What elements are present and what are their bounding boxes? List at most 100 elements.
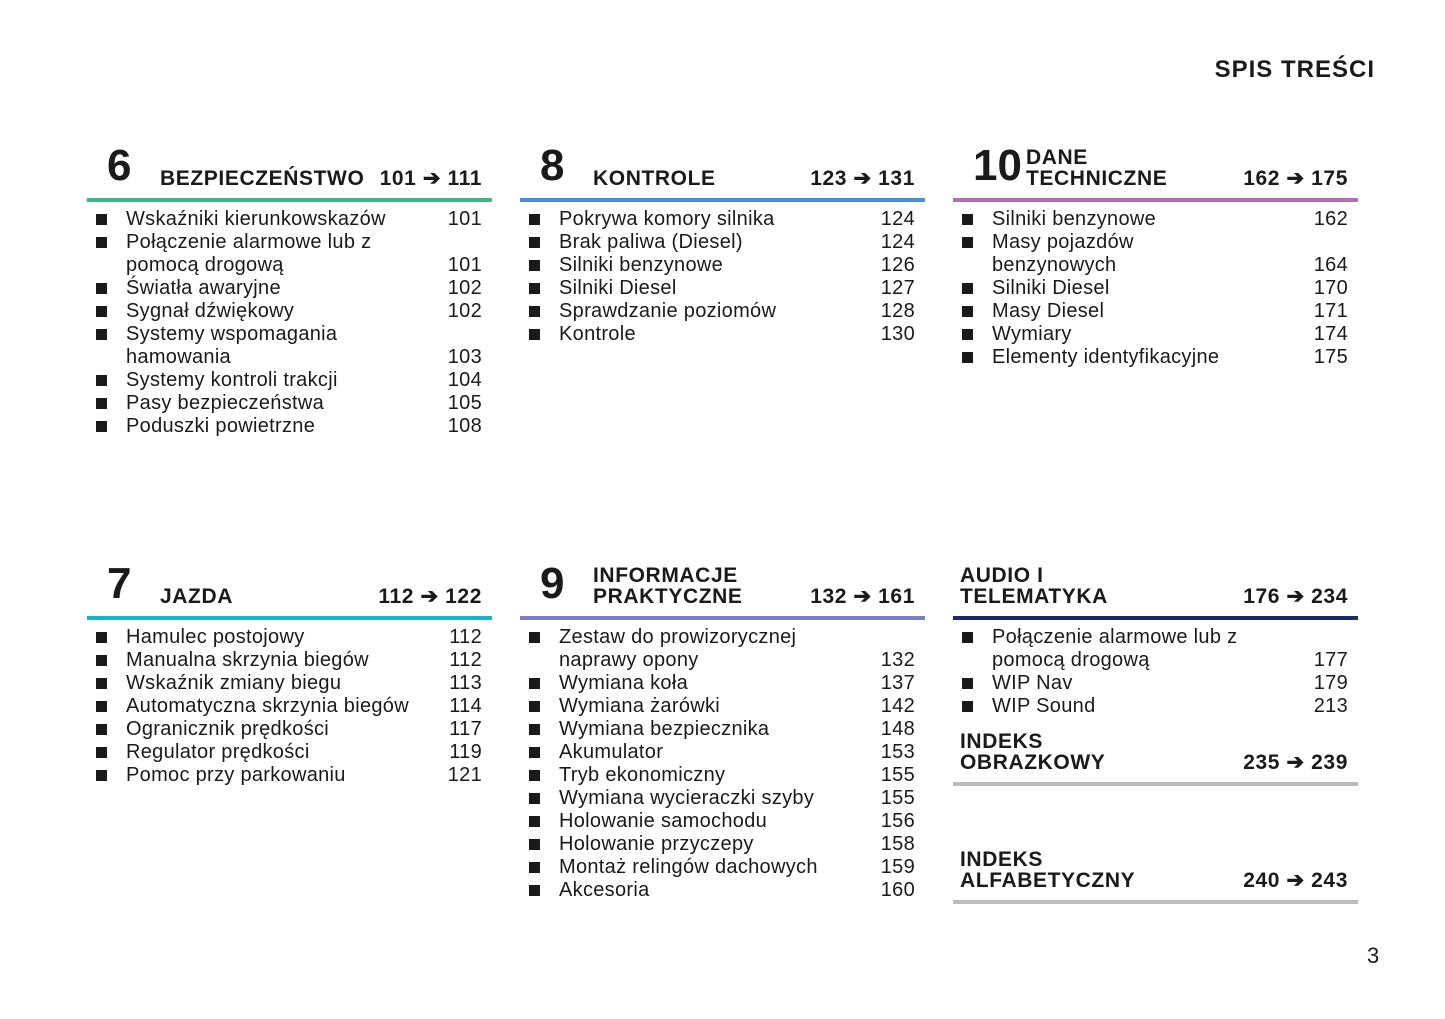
item-page[interactable]: 159 <box>880 856 915 878</box>
section-title[interactable]: INDEKS OBRAZKOWY <box>960 730 1106 774</box>
item-title[interactable]: Montaż relingów dachowych <box>559 856 818 878</box>
item-title[interactable]: Wymiana koła <box>559 672 689 694</box>
list-item[interactable]: Pokrywa komory silnika 124 <box>520 208 925 231</box>
section-page-range[interactable]: 240 ➔ 243 <box>1243 869 1348 892</box>
section-title[interactable]: BEZPIECZEŃSTWO <box>160 167 365 190</box>
list-item[interactable]: Systemy wspomagania hamowania 103 <box>87 323 492 369</box>
section-page-range[interactable]: 101 ➔ 111 <box>379 167 482 190</box>
item-page[interactable]: 128 <box>880 300 915 322</box>
item-page[interactable]: 155 <box>880 764 915 786</box>
item-title[interactable]: Wskaźniki kierunkowskazów <box>126 208 386 230</box>
item-page[interactable]: 160 <box>880 879 915 901</box>
item-title[interactable]: Manualna skrzynia biegów <box>126 649 369 671</box>
item-page[interactable]: 164 <box>1313 254 1348 276</box>
item-title[interactable]: Automatyczna skrzynia biegów <box>126 695 409 717</box>
list-item[interactable]: Elementy identyfikacyjne 175 <box>953 346 1358 369</box>
item-page[interactable]: 101 <box>447 208 482 230</box>
item-page[interactable]: 132 <box>880 649 915 671</box>
item-title[interactable]: Wymiana żarówki <box>559 695 721 717</box>
item-page[interactable]: 112 <box>449 649 482 671</box>
section-title[interactable]: INDEKS ALFABETYCZNY <box>960 848 1136 892</box>
item-page[interactable]: 177 <box>1313 649 1348 671</box>
item-title[interactable]: Połączenie alarmowe lub z pomocą drogową <box>126 231 372 276</box>
list-item[interactable]: Automatyczna skrzynia biegów 114 <box>87 695 492 718</box>
list-item[interactable]: Wymiana wycieraczki szyby 155 <box>520 787 925 810</box>
item-title[interactable]: Holowanie przyczepy <box>559 833 754 855</box>
list-item[interactable]: Akumulator 153 <box>520 741 925 764</box>
item-page[interactable]: 153 <box>880 741 915 763</box>
section-title[interactable]: DANE TECHNICZNE <box>1026 146 1168 190</box>
list-item[interactable]: Pomoc przy parkowaniu 121 <box>87 764 492 787</box>
item-title[interactable]: Pokrywa komory silnika <box>559 208 775 230</box>
item-title[interactable]: WIP Sound <box>992 695 1096 717</box>
section-page-range[interactable]: 112 ➔ 122 <box>378 585 482 608</box>
item-page[interactable]: 126 <box>880 254 915 276</box>
item-page[interactable]: 127 <box>880 277 915 299</box>
list-item[interactable]: WIP Nav 179 <box>953 672 1358 695</box>
list-item[interactable]: Wymiana bezpiecznika 148 <box>520 718 925 741</box>
item-title[interactable]: Systemy wspomagania hamowania <box>126 323 338 368</box>
item-page[interactable]: 124 <box>880 231 915 253</box>
item-page[interactable]: 148 <box>880 718 915 740</box>
section-title[interactable]: JAZDA <box>160 585 234 608</box>
item-title[interactable]: Silniki Diesel <box>559 277 677 299</box>
item-page[interactable]: 103 <box>447 346 482 368</box>
item-page[interactable]: 102 <box>447 277 482 299</box>
item-title[interactable]: Wymiary <box>992 323 1072 345</box>
item-title[interactable]: Ogranicznik prędkości <box>126 718 330 740</box>
item-title[interactable]: Połączenie alarmowe lub z pomocą drogową <box>992 626 1238 671</box>
list-item[interactable]: Silniki benzynowe 126 <box>520 254 925 277</box>
item-page[interactable]: 174 <box>1313 323 1348 345</box>
list-item[interactable]: Brak paliwa (Diesel) 124 <box>520 231 925 254</box>
list-item[interactable]: Poduszki powietrzne 108 <box>87 415 492 438</box>
list-item[interactable]: Holowanie przyczepy 158 <box>520 833 925 856</box>
item-page[interactable]: 170 <box>1313 277 1348 299</box>
list-item[interactable]: Wymiana żarówki 142 <box>520 695 925 718</box>
list-item[interactable]: Regulator prędkości 119 <box>87 741 492 764</box>
item-title[interactable]: Wymiana bezpiecznika <box>559 718 770 740</box>
item-title[interactable]: Poduszki powietrzne <box>126 415 316 437</box>
item-title[interactable]: Elementy identyfikacyjne <box>992 346 1220 368</box>
item-page[interactable]: 156 <box>880 810 915 832</box>
item-title[interactable]: Tryb ekonomiczny <box>559 764 726 786</box>
list-item[interactable]: WIP Sound 213 <box>953 695 1358 718</box>
list-item[interactable]: Połączenie alarmowe lub z pomocą drogową… <box>87 231 492 277</box>
item-title[interactable]: Światła awaryjne <box>126 277 281 299</box>
item-page[interactable]: 121 <box>447 764 482 786</box>
list-item[interactable]: Wymiary 174 <box>953 323 1358 346</box>
list-item[interactable]: Silniki Diesel 170 <box>953 277 1358 300</box>
list-item[interactable]: Wskaźnik zmiany biegu 113 <box>87 672 492 695</box>
item-page[interactable]: 142 <box>880 695 915 717</box>
list-item[interactable]: Masy pojazdów benzynowych 164 <box>953 231 1358 277</box>
section-page-range[interactable]: 162 ➔ 175 <box>1243 167 1348 190</box>
item-page[interactable]: 155 <box>880 787 915 809</box>
item-title[interactable]: Hamulec postojowy <box>126 626 305 648</box>
item-page[interactable]: 104 <box>447 369 482 391</box>
item-title[interactable]: Sygnał dźwiękowy <box>126 300 295 322</box>
item-title[interactable]: Holowanie samochodu <box>559 810 768 832</box>
list-item[interactable]: Sprawdzanie poziomów 128 <box>520 300 925 323</box>
list-item[interactable]: Manualna skrzynia biegów 112 <box>87 649 492 672</box>
section-title[interactable]: INFORMACJE PRAKTYCZNE <box>593 564 743 608</box>
item-page[interactable]: 162 <box>1313 208 1348 230</box>
item-page[interactable]: 130 <box>880 323 915 345</box>
list-item[interactable]: Silniki Diesel 127 <box>520 277 925 300</box>
item-page[interactable]: 175 <box>1313 346 1348 368</box>
item-page[interactable]: 105 <box>447 392 482 414</box>
item-title[interactable]: Silniki benzynowe <box>992 208 1157 230</box>
item-title[interactable]: Kontrole <box>559 323 636 345</box>
item-page[interactable]: 117 <box>449 718 482 740</box>
item-title[interactable]: Zestaw do prowizorycznej naprawy opony <box>559 626 797 671</box>
item-page[interactable]: 101 <box>447 254 482 276</box>
item-title[interactable]: Akumulator <box>559 741 664 763</box>
item-title[interactable]: Wymiana wycieraczki szyby <box>559 787 815 809</box>
item-title[interactable]: WIP Nav <box>992 672 1073 694</box>
section-title[interactable]: KONTROLE <box>593 167 716 190</box>
list-item[interactable]: Kontrole 130 <box>520 323 925 346</box>
section-title[interactable]: AUDIO I TELEMATYKA <box>960 564 1108 608</box>
item-title[interactable]: Brak paliwa (Diesel) <box>559 231 743 253</box>
list-item[interactable]: Sygnał dźwiękowy 102 <box>87 300 492 323</box>
list-item[interactable]: Systemy kontroli trakcji 104 <box>87 369 492 392</box>
item-page[interactable]: 112 <box>449 626 482 648</box>
list-item[interactable]: Wymiana koła 137 <box>520 672 925 695</box>
